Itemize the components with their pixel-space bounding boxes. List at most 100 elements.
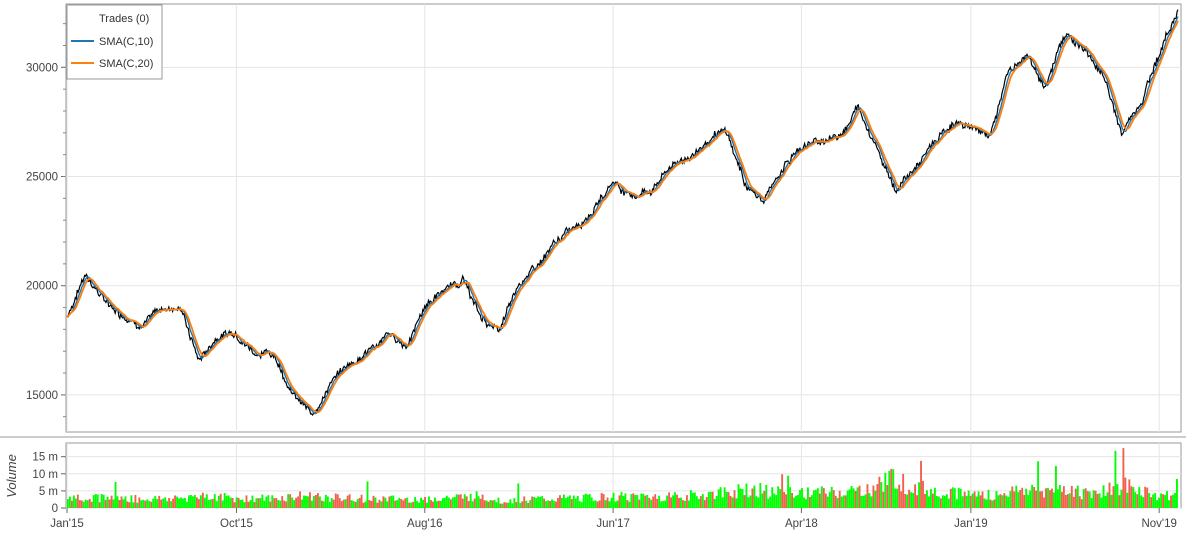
volume-bar: [120, 496, 123, 508]
volume-bar: [342, 499, 345, 508]
volume-bar: [422, 499, 424, 508]
volume-bar: [233, 502, 236, 508]
volume-bar: [1033, 487, 1036, 508]
volume-bar: [1172, 494, 1174, 508]
volume-bar: [933, 487, 936, 508]
volume-bar: [318, 496, 321, 508]
volume-bar: [1168, 500, 1170, 508]
sma20-line: [66, 20, 1179, 414]
volume-bar: [295, 497, 298, 508]
volume-bar: [263, 500, 266, 508]
volume-bar: [505, 502, 508, 508]
volume-bar: [332, 499, 335, 508]
volume-bar: [900, 491, 903, 508]
volume-bar: [162, 498, 165, 508]
volume-bar: [1068, 493, 1071, 508]
volume-bar: [648, 497, 651, 508]
volume-bar: [797, 495, 799, 508]
volume-bar: [566, 496, 569, 508]
volume-bar: [168, 498, 171, 508]
volume-bar: [1140, 495, 1143, 508]
volume-bar: [961, 496, 964, 508]
volume-bar: [513, 498, 516, 508]
volume-bar: [743, 495, 746, 508]
volume-bar: [287, 494, 290, 508]
volume-bar: [1124, 477, 1127, 508]
volume-bar: [711, 491, 714, 508]
volume-bar: [588, 494, 591, 508]
volume-bar: [190, 495, 192, 508]
volume-bar: [769, 496, 772, 508]
volume-bar: [265, 496, 268, 508]
volume-bar: [1039, 491, 1042, 508]
volume-bar: [884, 472, 887, 508]
volume-bar: [267, 495, 270, 508]
volume-bar: [1094, 490, 1097, 508]
volume-bar: [854, 491, 857, 508]
volume-bar: [311, 500, 313, 508]
volume-bar: [759, 483, 762, 508]
volume-bar: [888, 470, 891, 508]
volume-bar: [987, 489, 990, 508]
volume-bar: [1070, 485, 1073, 508]
volume-bar: [386, 501, 389, 508]
volume-bar: [543, 498, 546, 508]
volume-bar: [378, 499, 381, 508]
volume-bar: [350, 500, 353, 508]
volume-bar: [172, 498, 175, 508]
volume-bar: [247, 501, 250, 508]
volume-bar: [551, 499, 553, 508]
volume-bar: [999, 494, 1002, 508]
volume-bar: [699, 496, 702, 508]
volume-bar: [289, 494, 292, 508]
volume-bar: [1009, 491, 1012, 508]
volume-bar: [723, 487, 726, 508]
volume-bar: [402, 500, 405, 508]
legend-item-sma10: SMA(C,10): [99, 36, 153, 48]
volume-bar: [632, 493, 635, 508]
volume-bar: [602, 494, 605, 508]
volume-bar: [398, 497, 401, 508]
volume-bar: [614, 501, 617, 508]
volume-bar: [515, 501, 518, 508]
volume-bar: [1146, 487, 1149, 508]
volume-bar: [898, 484, 901, 508]
volume-bar: [918, 482, 920, 508]
volume-bar: [116, 496, 119, 508]
volume-bar: [195, 497, 198, 508]
volume-bar: [531, 496, 534, 508]
volume-bar: [68, 496, 71, 508]
volume-bar: [957, 487, 960, 508]
volume-bar: [642, 493, 645, 508]
volume-bar: [971, 493, 974, 508]
volume-bar: [943, 495, 946, 508]
volume-bar: [1021, 487, 1024, 508]
volume-bar: [434, 497, 436, 508]
volume-bar: [182, 498, 184, 508]
volume-bar: [447, 497, 450, 508]
volume-bar: [965, 495, 968, 508]
volume-bar: [322, 501, 325, 508]
volume-bar: [678, 497, 680, 508]
volume-bar: [188, 495, 190, 508]
volume-bar: [1013, 491, 1016, 508]
volume-bar: [439, 500, 442, 508]
vol-y-tick-label: 15 m: [32, 452, 58, 464]
volume-bar: [517, 483, 520, 508]
volume-bar: [67, 499, 69, 508]
volume-bar: [846, 490, 849, 508]
volume-bar: [404, 498, 407, 508]
volume-axis-label: Volume: [4, 454, 19, 498]
volume-bar: [261, 494, 264, 508]
volume-bar: [920, 460, 922, 508]
volume-bar: [471, 501, 474, 508]
volume-bar: [916, 495, 918, 508]
volume-bar: [713, 499, 716, 508]
volume-bar: [432, 501, 434, 508]
volume-bar: [483, 500, 486, 508]
volume-bar: [479, 498, 482, 508]
volume-bar: [741, 489, 744, 508]
volume-bar: [475, 491, 478, 508]
volume-bar: [824, 493, 827, 508]
volume-bar: [219, 493, 222, 508]
